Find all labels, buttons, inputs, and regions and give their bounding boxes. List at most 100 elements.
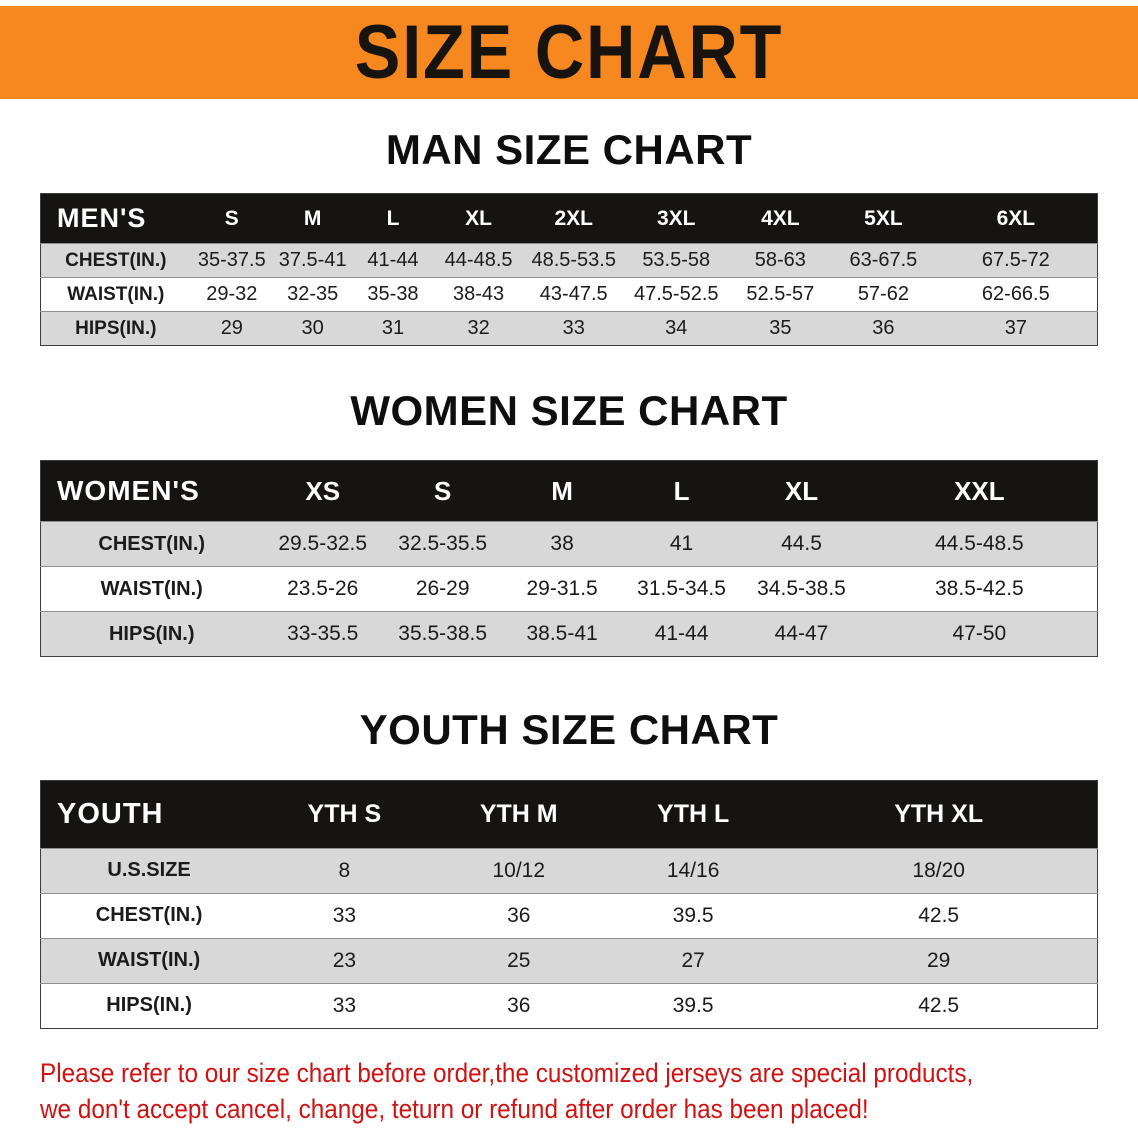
size-value: 35-37.5 [190, 243, 274, 278]
women-col-l: L [621, 460, 742, 522]
youth-col-xl: YTH XL [780, 780, 1098, 849]
men-col-s: S [190, 193, 274, 244]
size-value: 58-63 [728, 243, 833, 278]
row-label: WAIST(IN.) [40, 277, 191, 312]
size-value: 38-43 [433, 277, 524, 312]
size-value: 14/16 [605, 847, 781, 894]
youth-header-row: YOUTH YTH S YTH M YTH L YTH XL [40, 780, 1098, 849]
disclaimer-line-2: we don't accept cancel, change, teturn o… [40, 1094, 869, 1124]
size-value: 41-44 [352, 243, 434, 278]
size-value: 43-47.5 [523, 277, 624, 312]
size-value: 36 [431, 892, 606, 939]
size-value: 38.5-41 [502, 611, 622, 657]
youth-table-title: YOUTH [40, 780, 258, 849]
size-value: 26-29 [382, 566, 503, 612]
women-col-m: M [502, 460, 622, 522]
men-chest-row: CHEST(IN.) 35-37.5 37.5-41 41-44 44-48.5… [40, 243, 1098, 278]
youth-hips-row: HIPS(IN.) 33 36 39.5 42.5 [40, 982, 1098, 1029]
men-hips-row: HIPS(IN.) 29 30 31 32 33 34 35 36 37 [40, 311, 1098, 346]
size-value: 33 [257, 892, 432, 939]
youth-col-l: YTH L [605, 780, 781, 849]
size-value: 29-31.5 [502, 566, 622, 612]
size-value: 33 [523, 311, 624, 346]
men-col-m: M [273, 193, 353, 244]
youth-section: YOUTH SIZE CHART YOUTH YTH S YTH M YTH L… [0, 707, 1138, 1029]
youth-col-m: YTH M [431, 780, 606, 849]
men-col-6xl: 6XL [934, 193, 1098, 244]
size-value: 29-32 [190, 277, 274, 312]
size-value: 38.5-42.5 [861, 566, 1098, 612]
size-value: 10/12 [431, 847, 606, 894]
men-col-4xl: 4XL [728, 193, 833, 244]
size-value: 32-35 [273, 277, 353, 312]
size-value: 62-66.5 [934, 277, 1098, 312]
women-table-title: WOMEN'S [40, 460, 263, 522]
youth-ussize-row: U.S.SIZE 8 10/12 14/16 18/20 [40, 847, 1098, 894]
size-value: 37.5-41 [273, 243, 353, 278]
youth-size-table: YOUTH YTH S YTH M YTH L YTH XL U.S.SIZE … [40, 779, 1098, 1029]
size-value: 25 [431, 937, 606, 984]
women-chart-heading: WOMEN SIZE CHART [350, 387, 788, 435]
men-col-5xl: 5XL [832, 193, 935, 244]
size-value: 44-47 [741, 611, 862, 657]
row-label: HIPS(IN.) [40, 982, 258, 1029]
disclaimer: Please refer to our size chart before or… [40, 1055, 1028, 1128]
disclaimer-line-1: Please refer to our size chart before or… [40, 1057, 974, 1088]
women-col-xl: XL [741, 460, 862, 522]
youth-waist-row: WAIST(IN.) 23 25 27 29 [40, 937, 1098, 984]
size-value: 37 [934, 311, 1098, 346]
size-value: 29 [780, 937, 1098, 984]
size-value: 23 [257, 937, 432, 984]
size-value: 48.5-53.5 [523, 243, 624, 278]
size-chart-banner: SIZE CHART [0, 6, 1138, 99]
youth-chest-row: CHEST(IN.) 33 36 39.5 42.5 [40, 892, 1098, 939]
size-value: 39.5 [605, 982, 781, 1029]
size-value: 44.5 [741, 521, 862, 567]
size-value: 31.5-34.5 [621, 566, 742, 612]
women-hips-row: HIPS(IN.) 33-35.5 35.5-38.5 38.5-41 41-4… [40, 611, 1098, 657]
row-label: CHEST(IN.) [40, 243, 191, 278]
size-value: 47-50 [861, 611, 1098, 657]
men-col-xl: XL [433, 193, 524, 244]
row-label: CHEST(IN.) [40, 892, 258, 939]
row-label: WAIST(IN.) [40, 937, 258, 984]
size-value: 18/20 [780, 847, 1098, 894]
size-value: 30 [273, 311, 353, 346]
size-value: 36 [431, 982, 606, 1029]
row-label: WAIST(IN.) [40, 566, 263, 612]
size-value: 29 [190, 311, 274, 346]
size-value: 42.5 [780, 892, 1098, 939]
men-waist-row: WAIST(IN.) 29-32 32-35 35-38 38-43 43-47… [40, 277, 1098, 312]
women-chest-row: CHEST(IN.) 29.5-32.5 32.5-35.5 38 41 44.… [40, 521, 1098, 567]
size-value: 29.5-32.5 [262, 521, 383, 567]
size-value: 39.5 [605, 892, 781, 939]
size-value: 67.5-72 [934, 243, 1098, 278]
size-value: 35 [728, 311, 833, 346]
size-value: 53.5-58 [623, 243, 729, 278]
size-value: 41-44 [621, 611, 742, 657]
size-value: 33 [257, 982, 432, 1029]
size-value: 33-35.5 [262, 611, 383, 657]
row-label: HIPS(IN.) [40, 311, 191, 346]
size-value: 41 [621, 521, 742, 567]
size-value: 35.5-38.5 [382, 611, 503, 657]
size-value: 34 [623, 311, 729, 346]
size-value: 32 [433, 311, 524, 346]
size-value: 57-62 [832, 277, 935, 312]
row-label: U.S.SIZE [40, 847, 258, 894]
men-section: MAN SIZE CHART MEN'S S M L XL 2XL 3XL 4X… [0, 126, 1138, 347]
size-value: 36 [832, 311, 935, 346]
size-value: 27 [605, 937, 781, 984]
size-value: 8 [257, 847, 432, 894]
women-col-xs: XS [262, 460, 383, 522]
women-header-row: WOMEN'S XS S M L XL XXL [40, 460, 1098, 522]
size-value: 35-38 [352, 277, 434, 312]
size-value: 52.5-57 [728, 277, 833, 312]
women-col-xxl: XXL [861, 460, 1098, 522]
men-size-table: MEN'S S M L XL 2XL 3XL 4XL 5XL 6XL CHEST… [40, 193, 1098, 347]
banner-title: SIZE CHART [354, 9, 784, 95]
men-col-3xl: 3XL [623, 193, 729, 244]
size-value: 32.5-35.5 [382, 521, 503, 567]
men-col-2xl: 2XL [523, 193, 624, 244]
